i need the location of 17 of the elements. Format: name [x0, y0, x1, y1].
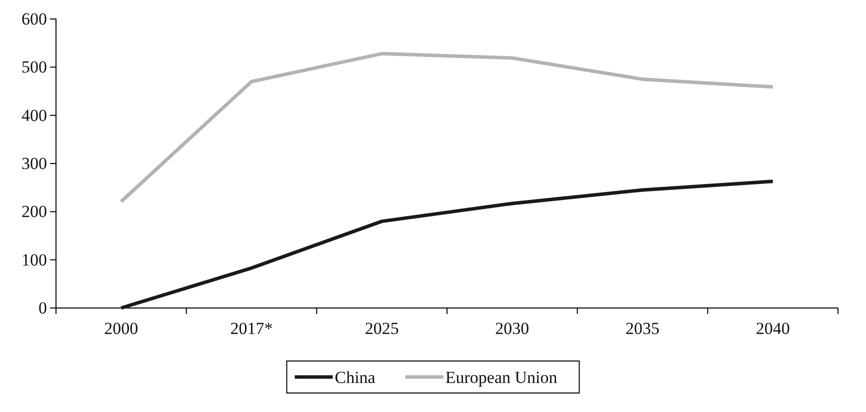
x-tick-label: 2035 — [626, 319, 660, 338]
x-tick-label: 2000 — [104, 319, 138, 338]
line-series — [119, 180, 775, 310]
y-tick-label: 300 — [22, 154, 47, 173]
y-tick-label: 500 — [22, 58, 47, 77]
x-tick-label: 2040 — [756, 319, 790, 338]
line-series — [119, 52, 775, 204]
legend-label: European Union — [445, 368, 558, 387]
y-tick-label: 0 — [38, 298, 47, 318]
y-tick-label: 400 — [22, 106, 47, 125]
legend-label: China — [334, 368, 376, 387]
y-tick-label: 600 — [22, 9, 47, 28]
x-tick-label: 2025 — [364, 319, 399, 338]
y-tick-label: 200 — [22, 202, 47, 222]
x-tick-label: 2017* — [230, 319, 273, 338]
y-tick-label: 100 — [22, 250, 47, 270]
x-tick-label: 2030 — [495, 319, 530, 338]
